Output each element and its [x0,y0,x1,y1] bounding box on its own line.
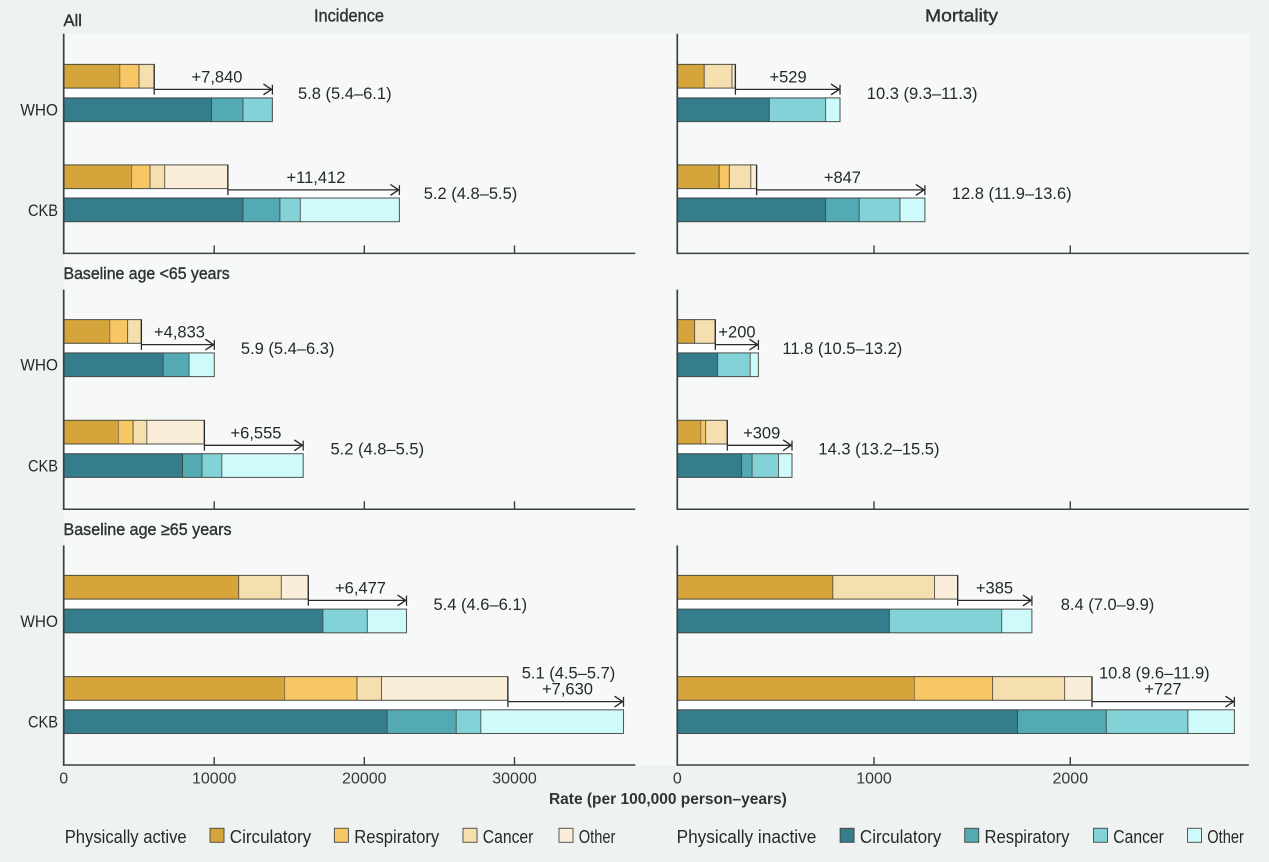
svg-text:5.9 (5.4–6.3): 5.9 (5.4–6.3) [241,340,335,358]
svg-text:+6,555: +6,555 [231,424,282,442]
svg-text:0: 0 [673,771,682,788]
svg-text:+7,630: +7,630 [542,681,593,699]
svg-text:2000: 2000 [1053,771,1089,788]
svg-text:+309: +309 [743,424,780,442]
svg-text:5.2 (4.8–5.5): 5.2 (4.8–5.5) [331,441,425,459]
svg-text:+6,477: +6,477 [335,579,386,597]
svg-text:Incidence: Incidence [314,6,384,26]
svg-text:5.4 (4.6–6.1): 5.4 (4.6–6.1) [434,596,528,614]
svg-text:Other: Other [1207,826,1244,847]
svg-text:Cancer: Cancer [1113,826,1164,847]
svg-text:8.4 (7.0–9.9): 8.4 (7.0–9.9) [1061,596,1155,614]
svg-text:WHO: WHO [20,356,58,375]
svg-text:+727: +727 [1144,681,1181,699]
svg-text:10.8 (9.6–11.9): 10.8 (9.6–11.9) [1099,665,1210,683]
svg-text:0: 0 [59,771,68,788]
svg-text:10.3 (9.3–11.3): 10.3 (9.3–11.3) [867,85,978,103]
svg-text:+4,833: +4,833 [154,324,205,342]
svg-text:Cancer: Cancer [483,826,534,847]
svg-text:Respiratory: Respiratory [985,826,1071,847]
svg-text:WHO: WHO [20,101,58,120]
svg-text:WHO: WHO [20,612,58,631]
svg-text:Rate (per 100,000 person–years: Rate (per 100,000 person–years) [549,791,787,808]
svg-text:1000: 1000 [856,771,892,788]
svg-text:Mortality: Mortality [925,6,998,26]
svg-text:12.8 (11.9–13.6): 12.8 (11.9–13.6) [952,185,1072,203]
svg-text:11.8 (10.5–13.2): 11.8 (10.5–13.2) [782,340,902,358]
svg-text:Circulatory: Circulatory [230,826,312,847]
svg-text:All: All [64,11,82,30]
svg-text:+11,412: +11,412 [287,169,346,187]
svg-text:+847: +847 [824,169,861,187]
svg-text:+529: +529 [770,68,807,86]
svg-text:5.1 (4.5–5.7): 5.1 (4.5–5.7) [522,665,616,683]
svg-text:Circulatory: Circulatory [860,826,942,847]
svg-text:Physically active: Physically active [65,826,187,847]
svg-text:Respiratory: Respiratory [354,826,440,847]
svg-text:Other: Other [579,826,616,847]
svg-text:20000: 20000 [342,771,387,788]
svg-text:+7,840: +7,840 [192,68,243,86]
svg-text:+385: +385 [976,579,1013,597]
svg-text:30000: 30000 [492,771,537,788]
svg-text:14.3 (13.2–15.5): 14.3 (13.2–15.5) [818,441,939,459]
svg-text:CKB: CKB [28,201,58,220]
svg-text:+200: +200 [718,324,755,342]
svg-text:5.2 (4.8–5.5): 5.2 (4.8–5.5) [424,185,518,203]
svg-text:CKB: CKB [28,713,58,732]
svg-text:10000: 10000 [192,771,237,788]
svg-text:Baseline age <65 years: Baseline age <65 years [64,264,230,283]
svg-text:5.8 (5.4–6.1): 5.8 (5.4–6.1) [298,85,392,103]
svg-text:Physically inactive: Physically inactive [677,826,817,847]
svg-text:Baseline age ≥65 years: Baseline age ≥65 years [64,520,232,539]
svg-text:CKB: CKB [28,456,58,475]
